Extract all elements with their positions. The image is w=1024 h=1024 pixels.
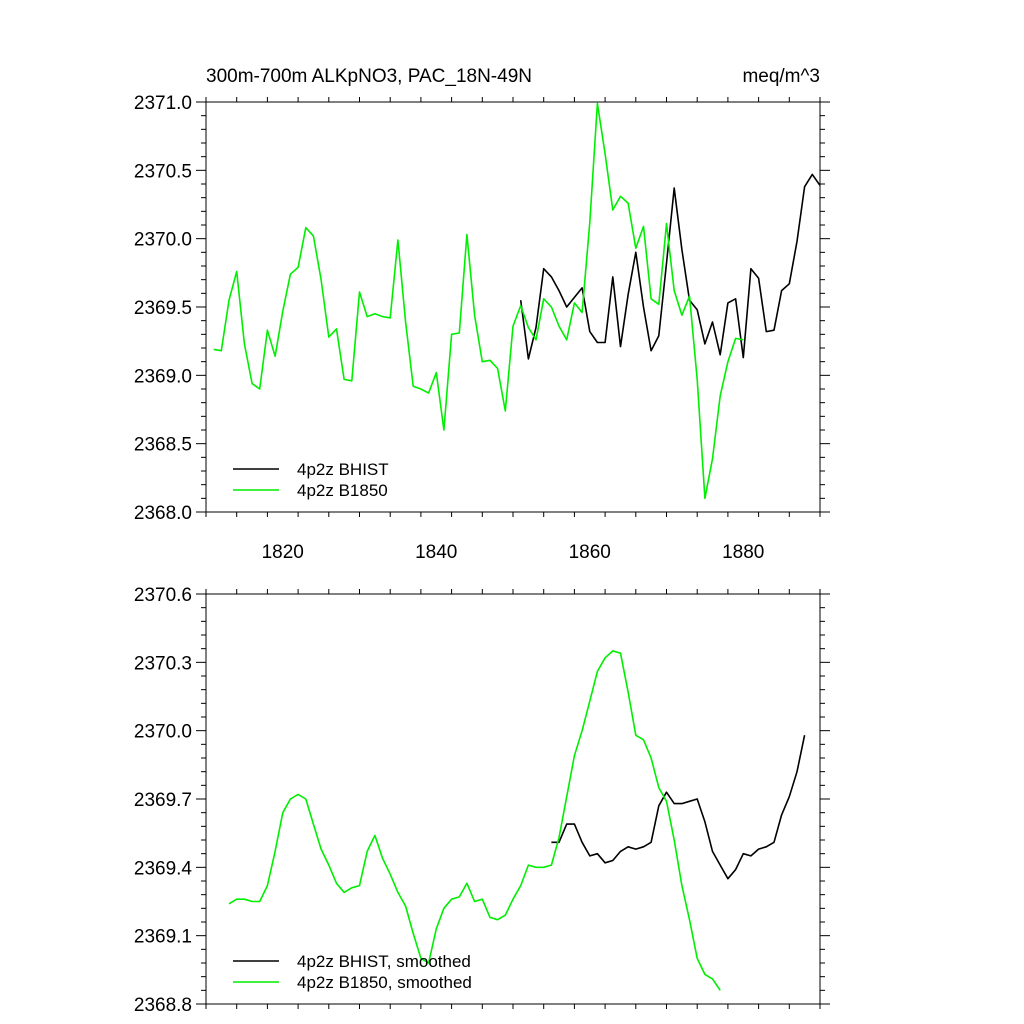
legend-label-bhist-smoothed: 4p2z BHIST, smoothed xyxy=(297,952,471,971)
y-tick-label: 2370.0 xyxy=(134,722,192,743)
y-tick-label: 2369.1 xyxy=(134,927,192,948)
x-tick-label: 1820 xyxy=(262,542,304,563)
smoothed-panel: 2368.8 2369.1 2369.4 2369.7 2370.0 2370.3 2370… xyxy=(134,585,830,1016)
y-tick-label: 2371.0 xyxy=(134,93,192,114)
smoothed-series xyxy=(228,650,806,991)
raw-panel: 300m-700m ALKpNO3, PAC_18N-49N meq/m^3 2… xyxy=(134,66,830,563)
raw-legend: 4p2z BHIST 4p2z B1850 xyxy=(233,460,389,500)
y-tick-label: 2368.8 xyxy=(134,995,192,1016)
x-tick-label: 1840 xyxy=(415,542,457,563)
y-tick-label: 2369.7 xyxy=(134,790,192,811)
smoothed-ticks: 2368.8 2369.1 2369.4 2369.7 2370.0 2370.3 2370… xyxy=(134,585,830,1016)
raw-series-b1850-line xyxy=(213,102,744,500)
chart-title: 300m-700m ALKpNO3, PAC_18N-49N xyxy=(206,66,532,87)
raw-ticks: 2368.0 2368.5 2369.0 2369.5 2370.0 2370.5 2371… xyxy=(134,93,830,563)
raw-series-bhist-line xyxy=(519,173,821,360)
y-tick-label: 2369.4 xyxy=(134,858,193,879)
smoothed-series-b1850-line xyxy=(228,650,721,991)
legend-label-b1850: 4p2z B1850 xyxy=(297,481,388,500)
y-tick-label: 2370.6 xyxy=(134,585,192,606)
y-tick-label: 2368.0 xyxy=(134,503,192,524)
smoothed-legend: 4p2z BHIST, smoothed 4p2z B1850, smoothe… xyxy=(233,952,472,992)
units-label: meq/m^3 xyxy=(742,66,820,87)
y-tick-label: 2368.5 xyxy=(134,435,192,456)
legend-label-b1850-smoothed: 4p2z B1850, smoothed xyxy=(297,973,472,992)
x-tick-label: 1860 xyxy=(569,542,611,563)
raw-series xyxy=(213,102,821,500)
y-tick-label: 2370.0 xyxy=(134,230,192,251)
y-tick-label: 2370.3 xyxy=(134,653,192,674)
x-tick-label: 1880 xyxy=(722,542,764,563)
y-tick-label: 2369.5 xyxy=(134,298,192,319)
y-tick-label: 2370.5 xyxy=(134,161,192,182)
smoothed-series-bhist-line xyxy=(551,735,806,880)
legend-label-bhist: 4p2z BHIST xyxy=(297,460,389,479)
y-tick-label: 2369.0 xyxy=(134,366,192,387)
